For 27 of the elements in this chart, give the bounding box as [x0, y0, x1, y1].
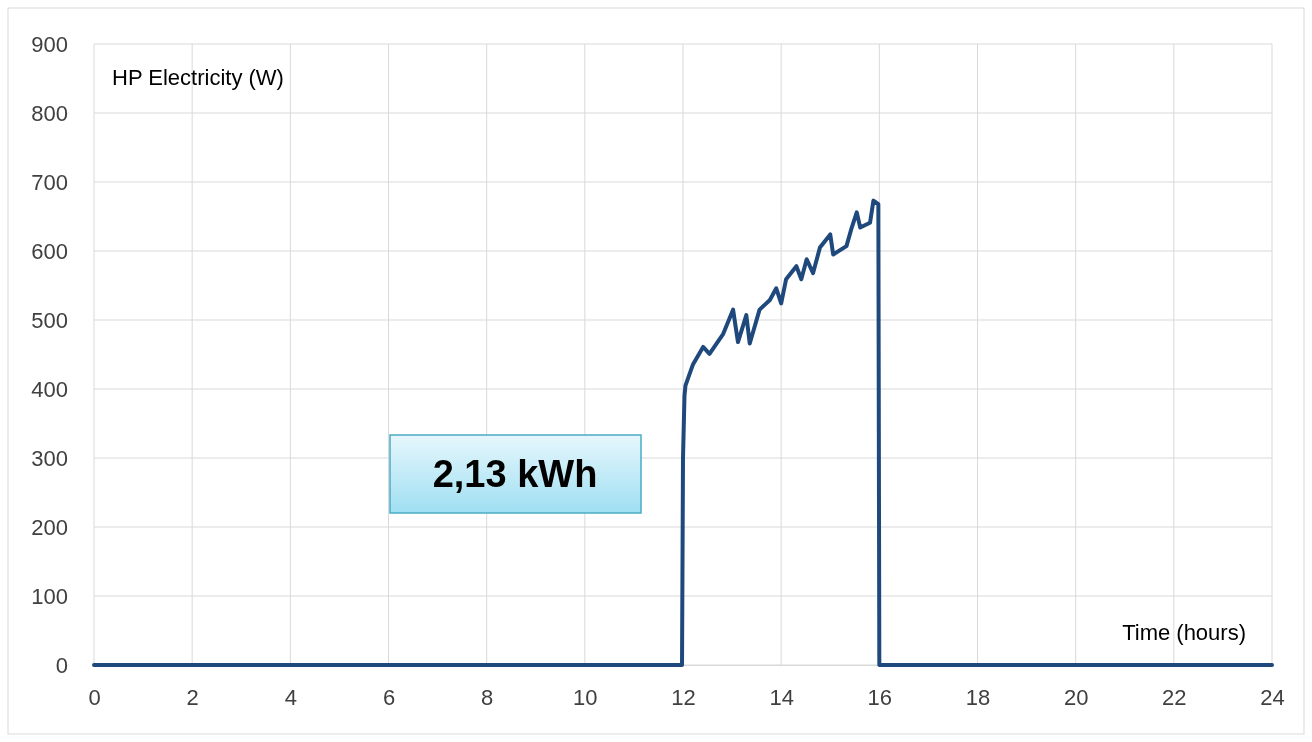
x-tick-label: 18	[965, 684, 991, 710]
x-tick-label: 2	[186, 684, 199, 710]
x-tick-label: 20	[1063, 684, 1089, 710]
x-tick-label: 6	[382, 684, 396, 710]
x-tick-label: 4	[284, 684, 297, 710]
y-axis-title: HP Electricity (W)	[112, 65, 284, 90]
y-tick-label: 100	[31, 583, 68, 609]
y-tick-label: 200	[31, 514, 68, 540]
y-tick-label: 300	[31, 445, 68, 471]
x-axis-title: Time (hours)	[1122, 620, 1246, 645]
y-tick-label: 900	[31, 31, 68, 57]
x-tick-label: 24	[1260, 684, 1285, 710]
y-tick-label: 400	[31, 376, 68, 402]
y-tick-label: 600	[31, 238, 68, 264]
x-tick-label: 12	[671, 684, 696, 710]
y-tick-label: 0	[55, 652, 68, 678]
x-tick-label: 10	[573, 684, 598, 710]
x-tick-label: 14	[769, 684, 794, 710]
y-tick-label: 500	[31, 307, 68, 333]
x-tick-label: 0	[88, 684, 101, 710]
x-tick-label: 8	[481, 684, 494, 710]
note-box: 2,13 kWh	[389, 434, 642, 514]
x-tick-label: 16	[867, 684, 893, 710]
x-tick-label: 22	[1162, 684, 1187, 710]
annotation: 2,13 kWh	[432, 453, 598, 495]
y-tick-label: 700	[31, 169, 68, 195]
y-tick-label: 800	[31, 100, 68, 126]
